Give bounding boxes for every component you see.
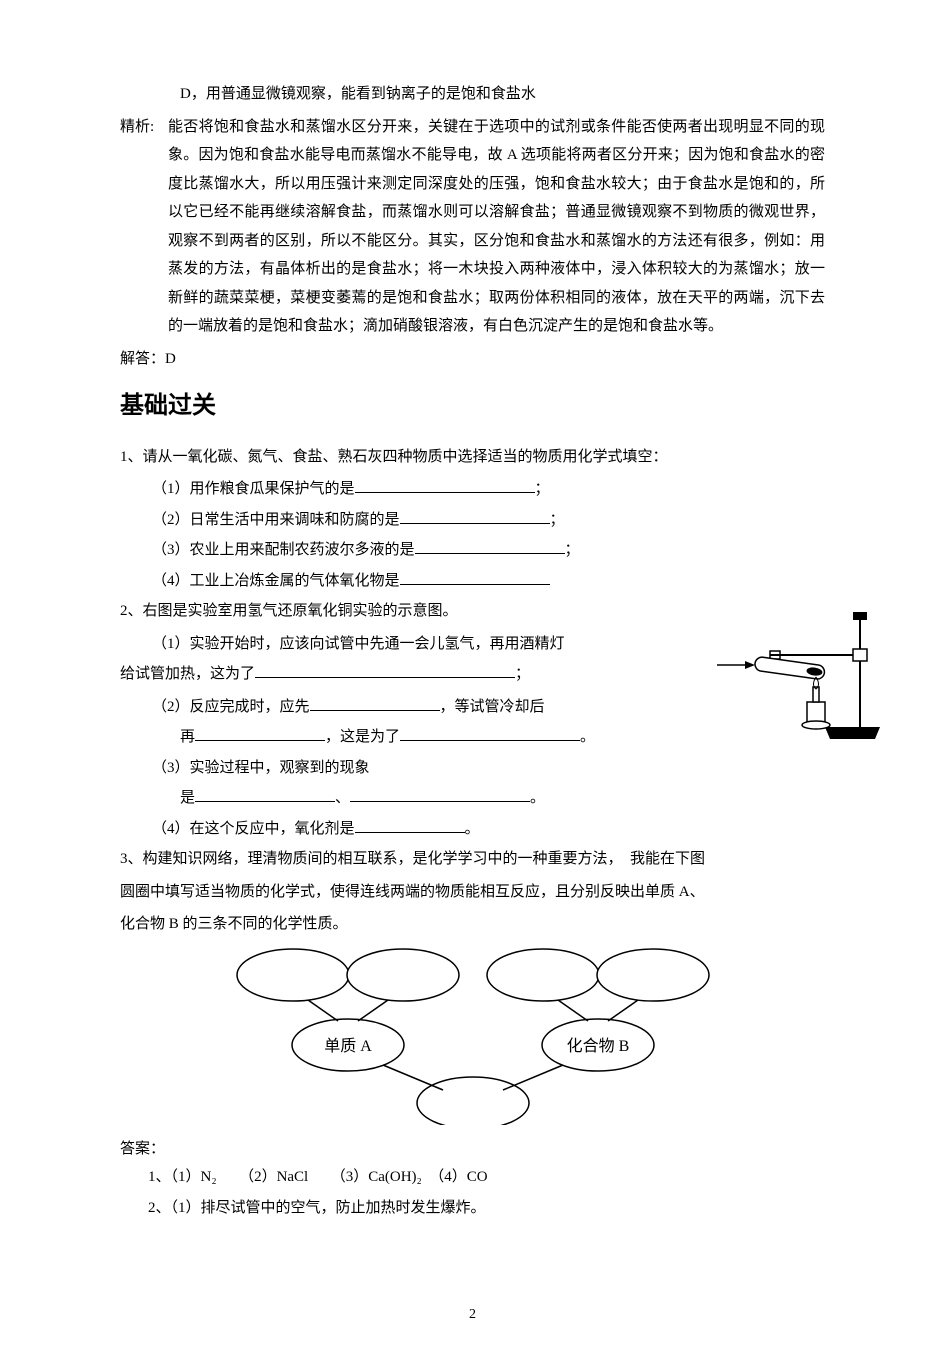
answers-label: 答案：	[120, 1135, 825, 1164]
blank	[350, 787, 530, 802]
page-number: 2	[120, 1302, 825, 1329]
q2-p3a: （3）实验过程中，观察到的现象	[152, 754, 825, 783]
answer-line: 解答：D	[120, 345, 825, 374]
blank	[255, 663, 515, 678]
analysis-body: 能否将饱和食盐水和蒸馏水区分开来，关键在于选项中的试剂或条件能否使两者出现明显不…	[168, 113, 825, 341]
blank	[355, 818, 465, 833]
q1-p3-text: （3）农业上用来配制农药波尔多液的是	[152, 542, 415, 558]
blank	[400, 726, 580, 741]
q2-p2d: ，这是为了	[325, 729, 400, 745]
q1-part-2: （2）日常生活中用来调味和防腐的是；	[152, 506, 825, 535]
q2-p2a: （2）反应完成时，应先	[152, 699, 310, 715]
q3-line2: 圆圈中填写适当物质的化学式，使得连线两端的物质能相互反应，且分别反映出单质 A、	[120, 878, 825, 907]
node-a-label: 单质 A	[324, 1037, 372, 1055]
option-d-text: D，用普通显微镜观察，能看到钠离子的是饱和食盐水	[180, 80, 825, 109]
answers-block: 答案： 1、（1）N₂ （2）NaCl （3）Ca(OH)₂ （4）CO 2、（…	[120, 1135, 825, 1223]
q3-network-diagram: 单质 A 化合物 B	[213, 945, 733, 1125]
blank	[310, 696, 440, 711]
section-header: 基础过关	[120, 383, 825, 429]
q1-part-1: （1）用作粮食瓜果保护气的是；	[152, 475, 825, 504]
q1-part-3: （3）农业上用来配制农药波尔多液的是；	[152, 536, 825, 565]
q1-p2-text: （2）日常生活中用来调味和防腐的是	[152, 512, 400, 528]
analysis-block: 精析: 能否将饱和食盐水和蒸馏水区分开来，关键在于选项中的试剂或条件能否使两者出…	[120, 113, 825, 341]
blank	[415, 539, 565, 554]
answer-1: 1、（1）N₂ （2）NaCl （3）Ca(OH)₂ （4）CO	[148, 1163, 825, 1192]
blank	[195, 726, 325, 741]
blank	[400, 509, 550, 524]
q1-stem: 1、请从一氧化碳、氮气、食盐、熟石灰四种物质中选择适当的物质用化学式填空：	[120, 443, 825, 472]
answer-2: 2、（1）排尽试管中的空气，防止加热时发生爆炸。	[148, 1194, 825, 1223]
q2-p4-line: （4）在这个反应中，氧化剂是。	[152, 815, 825, 844]
q2-p1b: 给试管加热，这为了	[120, 666, 255, 682]
q1-p4-text: （4）工业上冶炼金属的气体氧化物是	[152, 573, 400, 589]
q2-wrap: 2、右图是实验室用氢气还原氧化铜实验的示意图。 （1）实验开始时，应该向试管中先…	[120, 597, 825, 843]
q2-p2b: ，等试管冷却后	[440, 699, 545, 715]
q1-part-4: （4）工业上冶炼金属的气体氧化物是	[152, 567, 825, 596]
analysis-label: 精析:	[120, 113, 168, 341]
q1-p1-text: （1）用作粮食瓜果保护气的是	[152, 481, 355, 497]
blank	[355, 478, 535, 493]
blank	[400, 570, 550, 585]
apparatus-figure	[715, 607, 885, 747]
q3-line3: 化合物 B 的三条不同的化学性质。	[120, 910, 825, 939]
blank	[195, 787, 335, 802]
q2-p4: （4）在这个反应中，氧化剂是	[152, 821, 355, 837]
node-b-label: 化合物 B	[566, 1037, 629, 1055]
q2-p3b: 是	[180, 790, 195, 806]
q2-p3-line2: 是、。	[180, 784, 825, 813]
q2-p2c: 再	[180, 729, 195, 745]
q3-line1: 3、构建知识网络，理清物质间的相互联系，是化学学习中的一种重要方法， 我能在下图	[120, 845, 825, 874]
